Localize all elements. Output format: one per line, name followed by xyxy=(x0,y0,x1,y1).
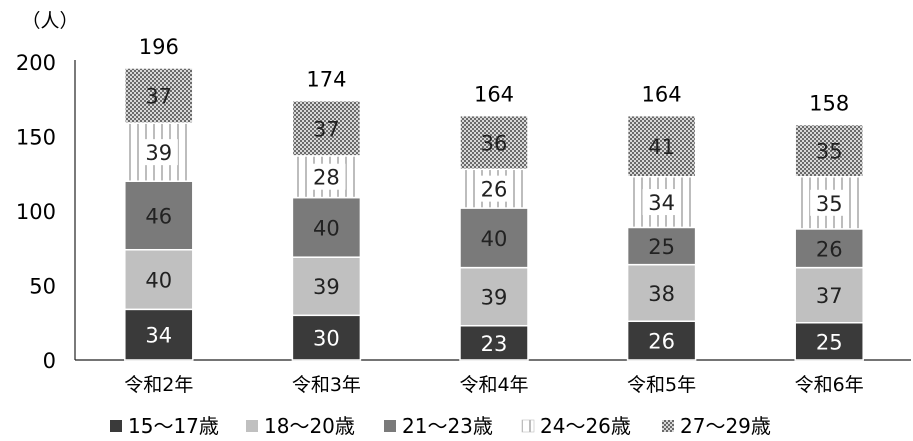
data-label-box xyxy=(810,189,849,216)
legend-swatch xyxy=(521,419,535,433)
data-label-box xyxy=(642,189,681,216)
x-tick-label: 令和2年 xyxy=(124,374,193,396)
data-label: 39 xyxy=(313,275,340,299)
bar-segment xyxy=(459,114,529,171)
data-label: 36 xyxy=(481,131,508,155)
data-label: 35 xyxy=(816,192,843,216)
total-label: 174 xyxy=(306,68,346,92)
bar-segment xyxy=(794,228,864,269)
data-label: 25 xyxy=(648,235,675,259)
bar-segment xyxy=(794,266,864,324)
bar-segment xyxy=(291,99,362,157)
bar-segment xyxy=(626,320,697,361)
data-label: 40 xyxy=(481,227,508,251)
data-label: 39 xyxy=(481,286,508,310)
data-label-box xyxy=(307,163,346,190)
legend: 15〜17歳 18〜20歳 21〜23歳 24〜26歳 27〜29歳 xyxy=(110,414,771,438)
total-label: 164 xyxy=(642,83,682,107)
data-label: 37 xyxy=(816,284,843,308)
y-tick-label: 50 xyxy=(29,275,56,299)
axes: （人） 0 50 100 150 200 令和2年 令和3年 令和4年 令和5年 令和6年 xyxy=(16,10,911,396)
y-tick-label: 100 xyxy=(16,200,56,224)
data-label: 41 xyxy=(648,135,675,159)
bar-segment xyxy=(459,207,529,269)
data-label: 26 xyxy=(816,237,843,261)
legend-label: 18〜20歳 xyxy=(264,414,355,438)
data-label: 34 xyxy=(648,191,675,215)
data-label: 37 xyxy=(145,85,172,109)
data-label: 38 xyxy=(648,282,675,306)
bar-segment xyxy=(291,314,362,361)
total-label: 158 xyxy=(809,92,849,116)
bar-segment xyxy=(291,256,362,317)
total-label: 164 xyxy=(474,83,514,107)
x-tick-label: 令和5年 xyxy=(627,374,696,396)
bar-segment xyxy=(459,324,529,361)
legend-label: 15〜17歳 xyxy=(128,414,219,438)
bar-segment xyxy=(291,196,362,258)
bar-segment xyxy=(124,308,194,361)
data-label: 34 xyxy=(145,324,172,348)
y-axis-unit: （人） xyxy=(21,10,78,32)
data-label: 23 xyxy=(481,332,508,356)
data-label-box xyxy=(475,175,513,202)
data-label: 39 xyxy=(145,141,172,165)
x-tick-label: 令和4年 xyxy=(459,374,528,396)
legend-label: 24〜26歳 xyxy=(540,414,631,438)
data-label: 35 xyxy=(816,140,843,164)
bar-segment xyxy=(124,67,194,124)
legend-swatch xyxy=(110,420,122,432)
data-label: 25 xyxy=(816,330,843,354)
bar-segment xyxy=(626,114,697,178)
data-label: 26 xyxy=(648,330,675,354)
data-label: 30 xyxy=(313,327,340,351)
data-label: 40 xyxy=(145,269,172,293)
data-label-box xyxy=(139,139,178,166)
data-label: 28 xyxy=(313,166,340,190)
data-labels: 34 40 46 39 37 196 30 39 40 28 37 174 23 39 40 26 36 164 2… xyxy=(139,35,849,356)
bars xyxy=(124,67,864,361)
data-label: 40 xyxy=(313,216,340,240)
data-label: 46 xyxy=(145,204,172,228)
y-tick-label: 150 xyxy=(16,126,56,150)
legend-label: 27〜29歳 xyxy=(680,414,771,438)
y-tick-label: 0 xyxy=(43,349,56,373)
bar-segment xyxy=(794,123,864,178)
bar-segment xyxy=(124,180,194,251)
bar-segment xyxy=(124,248,194,311)
bar-segment xyxy=(459,266,529,327)
legend-label: 21〜23歳 xyxy=(402,414,493,438)
data-label: 26 xyxy=(481,178,508,202)
y-tick-label: 200 xyxy=(16,51,56,75)
legend-swatch xyxy=(246,420,258,432)
x-tick-label: 令和6年 xyxy=(795,374,864,396)
data-label: 37 xyxy=(313,117,340,141)
bar-segment xyxy=(626,263,697,323)
x-tick-label: 令和3年 xyxy=(292,374,361,396)
legend-swatch xyxy=(384,420,396,432)
bar-segment xyxy=(794,322,864,361)
legend-swatch xyxy=(662,420,674,432)
total-label: 196 xyxy=(139,35,179,59)
